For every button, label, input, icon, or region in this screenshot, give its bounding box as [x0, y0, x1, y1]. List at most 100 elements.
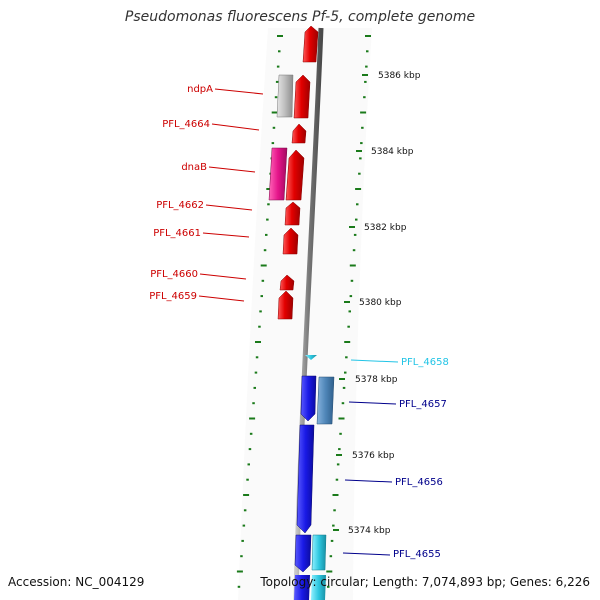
gene-label-dnaB: dnaB	[181, 162, 207, 173]
track-tick	[242, 524, 246, 527]
track-tick	[349, 264, 356, 267]
track-tick	[347, 325, 350, 328]
kbp-tick-label: 5386 kbp	[378, 71, 421, 81]
track-tick	[329, 555, 333, 558]
track-tick	[332, 494, 339, 496]
reverse-gene-PFL_4655-partner	[311, 534, 327, 571]
gene-label-PFL_4656: PFL_4656	[395, 477, 443, 488]
track-tick	[359, 157, 362, 160]
track-tick	[330, 539, 334, 542]
track-tick	[271, 111, 278, 114]
track-tick	[275, 80, 279, 83]
label-leader-line	[342, 552, 391, 556]
track-tick	[366, 50, 369, 53]
reverse-gene-PFL_4657-partner	[316, 376, 335, 425]
track-tick	[360, 142, 363, 145]
track-tick	[254, 371, 258, 374]
track-tick	[344, 371, 347, 374]
track-tick	[266, 188, 273, 190]
kbp-tick-label: 5382 kbp	[364, 223, 407, 233]
kbp-tick-label: 5384 kbp	[371, 147, 414, 157]
gene-label-PFL_4660: PFL_4660	[150, 269, 198, 280]
reverse-gene-PFL_4657	[300, 375, 317, 422]
forward-gene-PFL_4660	[279, 274, 295, 291]
track-tick	[352, 249, 356, 252]
track-tick	[276, 65, 280, 68]
outer-tick-track	[236, 35, 283, 588]
reverse-gene-PFL_4656	[296, 424, 315, 534]
label-leader-line	[214, 88, 264, 95]
gene-label-PFL_4662: PFL_4662	[156, 200, 204, 211]
forward-gene-PFL_4659	[277, 290, 294, 320]
gene-label-PFL_4659: PFL_4659	[149, 291, 197, 302]
track-tick	[260, 295, 263, 298]
gene-label-PFL_4657: PFL_4657	[399, 399, 447, 410]
track-tick	[259, 310, 262, 313]
track-tick	[355, 188, 362, 190]
track-tick	[338, 448, 341, 451]
track-tick	[241, 539, 244, 542]
forward-gene-labels: ndpA PFL_4664 dnaB PFL_4662 PFL_4661 PFL…	[149, 84, 264, 302]
track-tick	[365, 35, 371, 37]
track-tick	[265, 233, 268, 236]
track-tick	[248, 448, 252, 451]
track-tick	[360, 111, 367, 114]
forward-gene-dnaB	[268, 147, 288, 201]
label-leader-line	[348, 401, 397, 405]
track-tick	[332, 524, 335, 527]
track-tick	[355, 218, 358, 221]
reverse-gene-tail	[294, 575, 310, 600]
kbp-tick-label: 5374 kbp	[348, 526, 391, 536]
track-tick	[356, 203, 359, 206]
track-tick	[335, 478, 339, 481]
label-leader-line	[344, 479, 393, 483]
inner-tick-track	[326, 35, 371, 588]
reverse-strand-genes	[294, 355, 335, 600]
track-tick	[255, 341, 261, 343]
track-tick	[252, 402, 255, 405]
track-tick	[271, 142, 275, 145]
track-tick	[365, 65, 368, 68]
gene-label-PFL_4655: PFL_4655	[393, 549, 441, 560]
forward-gene-PFL_4664	[291, 123, 307, 144]
track-tick	[277, 35, 283, 37]
track-tick	[336, 463, 340, 466]
track-tick	[344, 341, 351, 343]
track-tick	[338, 417, 345, 420]
track-tick	[236, 570, 243, 573]
gene-label-PFL_4661: PFL_4661	[153, 228, 201, 239]
track-tick	[260, 264, 267, 267]
track-tick	[326, 570, 333, 573]
track-tick	[341, 402, 345, 405]
track-tick	[345, 356, 348, 359]
track-tick	[358, 172, 361, 175]
track-tick	[263, 249, 267, 252]
track-tick	[274, 96, 278, 99]
accession-text: Accession: NC_004129	[8, 575, 145, 589]
track-tick	[249, 417, 256, 420]
track-tick	[247, 463, 250, 466]
track-tick	[266, 218, 269, 221]
track-tick	[363, 96, 366, 99]
track-tick	[255, 356, 259, 359]
track-tick	[353, 233, 357, 236]
track-tick	[267, 203, 270, 206]
track-tick	[243, 494, 250, 496]
track-tick	[261, 279, 265, 282]
reverse-gene-labels: PFL_4658 PFL_4657 PFL_4656 PFL_4655	[342, 357, 449, 560]
forward-gene-dnaB-arrow	[285, 149, 305, 201]
forward-strand-genes	[268, 25, 319, 320]
label-leader-line	[199, 273, 247, 280]
track-tick	[348, 310, 351, 313]
forward-gene-ndpA-partner	[276, 74, 294, 118]
track-tick	[258, 325, 261, 328]
track-tick	[237, 585, 241, 588]
label-leader-line	[350, 359, 399, 363]
kbp-tick-label: 5376 kbp	[352, 451, 395, 461]
label-leader-line	[208, 166, 256, 173]
reverse-gene-PFL_4655	[294, 534, 312, 573]
forward-gene-ndpA	[293, 74, 311, 119]
track-tick	[272, 126, 276, 129]
